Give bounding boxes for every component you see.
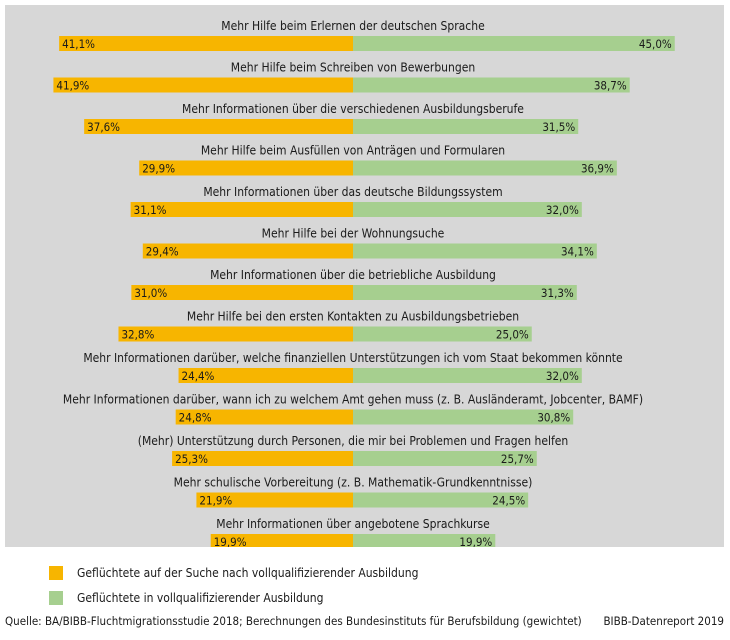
bar-in-training	[353, 243, 597, 259]
category-label: Mehr Informationen über die verschiedene…	[182, 102, 524, 116]
value-label-seeking: 19,9%	[214, 535, 247, 547]
report-credit: BIBB-Datenreport 2019	[603, 614, 724, 628]
value-label-seeking: 31,1%	[134, 203, 167, 217]
value-label-seeking: 41,1%	[62, 37, 95, 51]
value-label-in-training: 31,5%	[542, 120, 575, 134]
legend-label-seeking: Geflüchtete auf der Suche nach vollquali…	[77, 566, 419, 580]
bar-seeking	[53, 77, 353, 93]
bar-in-training	[353, 36, 675, 51]
bar-seeking	[172, 451, 353, 466]
value-label-seeking: 32,8%	[121, 328, 154, 342]
value-label-in-training: 36,9%	[581, 162, 614, 176]
bar-seeking	[196, 492, 353, 508]
bar-seeking	[59, 36, 353, 51]
value-label-seeking: 24,4%	[182, 369, 215, 383]
category-label: (Mehr) Unterstützung durch Personen, die…	[138, 434, 569, 448]
bar-in-training	[353, 451, 537, 466]
legend-item-seeking: Geflüchtete auf der Suche nach vollquali…	[49, 566, 418, 580]
value-label-seeking: 37,6%	[87, 120, 120, 134]
bar-in-training	[353, 160, 617, 176]
value-label-in-training: 30,8%	[537, 411, 570, 425]
value-label-in-training: 25,7%	[501, 452, 534, 466]
value-label-in-training: 32,0%	[546, 203, 579, 217]
source-note: Quelle: BA/BIBB-Fluchtmigrationsstudie 2…	[5, 614, 582, 628]
category-label: Mehr Informationen darüber, wann ich zu …	[63, 393, 643, 407]
bar-seeking	[139, 160, 353, 176]
diverging-bar-chart: Mehr Hilfe beim Erlernen der deutschen S…	[53, 19, 675, 547]
value-label-seeking: 31,0%	[134, 286, 167, 300]
bar-seeking	[131, 285, 353, 300]
legend-swatch-seeking	[49, 566, 63, 580]
value-label-seeking: 25,3%	[175, 452, 208, 466]
legend-item-in-training: Geflüchtete in vollqualifizierender Ausb…	[49, 591, 323, 605]
bar-in-training	[353, 285, 577, 300]
bar-in-training	[353, 202, 582, 217]
legend-swatch-in-training	[49, 591, 63, 605]
value-label-seeking: 24,8%	[179, 411, 212, 425]
chart-panel: Mehr Hilfe beim Erlernen der deutschen S…	[5, 5, 724, 547]
bar-in-training	[353, 409, 574, 425]
bar-in-training	[353, 368, 582, 383]
bar-seeking	[178, 368, 353, 383]
category-label: Mehr schulische Vorbereitung (z. B. Math…	[174, 476, 533, 490]
category-label: Mehr Hilfe beim Schreiben von Bewerbunge…	[231, 61, 475, 75]
bar-seeking	[175, 409, 353, 425]
bar-seeking	[130, 202, 353, 217]
category-label: Mehr Informationen über die betriebliche…	[210, 268, 496, 282]
value-label-seeking: 41,9%	[56, 79, 89, 93]
value-label-seeking: 21,9%	[199, 494, 232, 508]
bar-in-training	[353, 119, 579, 134]
value-label-in-training: 45,0%	[639, 37, 672, 51]
category-label: Mehr Hilfe beim Erlernen der deutschen S…	[221, 19, 485, 33]
value-label-in-training: 38,7%	[594, 79, 627, 93]
value-label-in-training: 24,5%	[492, 494, 525, 508]
value-label-in-training: 19,9%	[459, 535, 492, 547]
bar-in-training	[353, 534, 496, 547]
category-label: Mehr Informationen über das deutsche Bil…	[203, 185, 502, 199]
bar-in-training	[353, 77, 630, 93]
category-label: Mehr Informationen über angebotene Sprac…	[216, 517, 490, 531]
bar-seeking	[118, 326, 353, 342]
category-label: Mehr Hilfe bei den ersten Kontakten zu A…	[187, 310, 519, 324]
category-label: Mehr Informationen darüber, welche finan…	[83, 351, 623, 365]
bar-in-training	[353, 492, 529, 508]
value-label-seeking: 29,4%	[146, 245, 179, 259]
bar-seeking	[84, 119, 353, 134]
value-label-in-training: 32,0%	[546, 369, 579, 383]
value-label-in-training: 31,3%	[541, 286, 574, 300]
value-label-seeking: 29,9%	[142, 162, 175, 176]
bar-seeking	[142, 243, 353, 259]
legend-label-in-training: Geflüchtete in vollqualifizierender Ausb…	[77, 591, 324, 605]
value-label-in-training: 25,0%	[496, 328, 529, 342]
category-label: Mehr Hilfe beim Ausfüllen von Anträgen u…	[201, 144, 505, 158]
category-label: Mehr Hilfe bei der Wohnungsuche	[262, 227, 445, 241]
value-label-in-training: 34,1%	[561, 245, 594, 259]
bar-in-training	[353, 326, 532, 342]
bar-seeking	[210, 534, 353, 547]
